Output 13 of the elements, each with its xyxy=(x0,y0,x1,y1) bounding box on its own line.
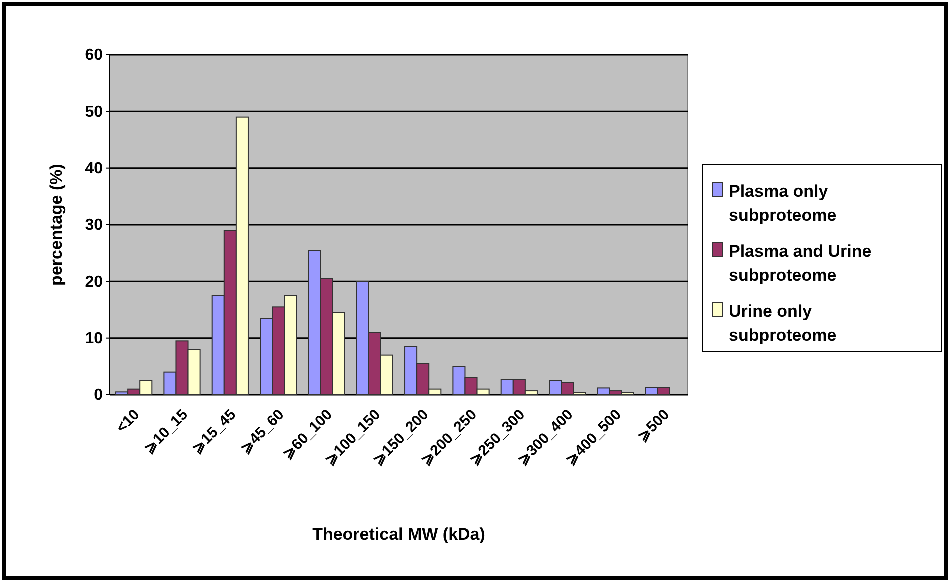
y-tick-label: 20 xyxy=(85,274,104,291)
y-axis-title: percentage (%) xyxy=(47,164,66,286)
y-tick-label: 0 xyxy=(94,387,104,404)
y-tick-label: 60 xyxy=(85,47,104,64)
y-tick-label: 10 xyxy=(85,330,104,348)
legend-label: Plasma and Urine subproteome xyxy=(729,242,872,285)
y-tick-label: 30 xyxy=(85,217,104,234)
y-tick-label: 40 xyxy=(85,160,104,178)
x-tick-label: <10 xyxy=(113,406,144,436)
legend-label: Urine only subproteome xyxy=(729,302,837,345)
y-tick-label: 50 xyxy=(85,104,104,121)
legend-label: Plasma only subproteome xyxy=(729,182,837,225)
x-axis-title: Theoretical MW (kDa) xyxy=(312,525,486,544)
